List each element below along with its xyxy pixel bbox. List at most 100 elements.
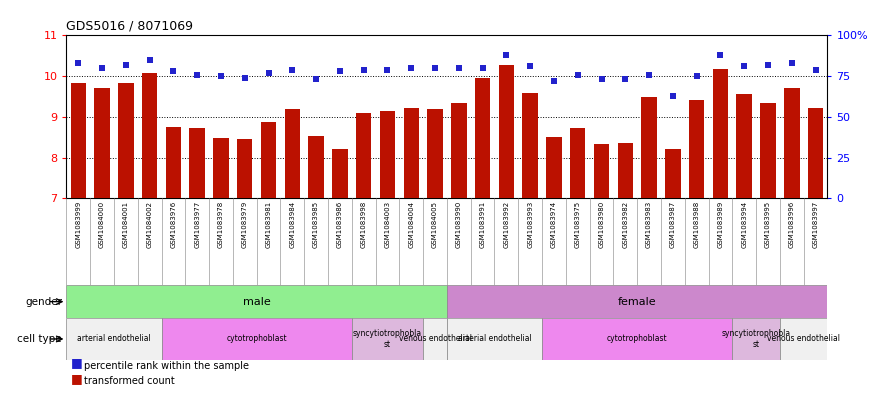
Bar — [308, 136, 324, 198]
Text: male: male — [242, 297, 271, 307]
Text: GSM1083992: GSM1083992 — [504, 201, 510, 248]
Bar — [213, 138, 228, 198]
Text: GSM1084005: GSM1084005 — [432, 201, 438, 248]
Text: GSM1084002: GSM1084002 — [147, 201, 152, 248]
Bar — [451, 103, 466, 198]
Text: GSM1083974: GSM1083974 — [551, 201, 557, 248]
Text: venous endothelial: venous endothelial — [398, 334, 472, 343]
Point — [809, 66, 823, 73]
Bar — [427, 109, 442, 198]
Text: GSM1083998: GSM1083998 — [361, 201, 366, 248]
Bar — [118, 83, 134, 198]
Point — [261, 70, 275, 76]
Point — [547, 78, 561, 84]
Bar — [546, 137, 562, 198]
Bar — [71, 83, 86, 198]
Bar — [666, 149, 681, 198]
Text: syncytiotrophobla
st: syncytiotrophobla st — [353, 329, 422, 349]
Text: GSM1083986: GSM1083986 — [337, 201, 342, 248]
Point — [523, 63, 537, 70]
Bar — [498, 65, 514, 198]
Bar — [95, 88, 110, 198]
Text: GSM1083996: GSM1083996 — [789, 201, 795, 248]
Point — [761, 62, 775, 68]
Text: GSM1083989: GSM1083989 — [718, 201, 723, 248]
Bar — [356, 113, 372, 198]
Bar — [165, 127, 181, 198]
Point — [428, 65, 442, 71]
Bar — [570, 129, 586, 198]
Text: venous endothelial: venous endothelial — [767, 334, 840, 343]
Text: GSM1083982: GSM1083982 — [622, 201, 628, 248]
Bar — [66, 285, 447, 318]
Text: arterial endothelial: arterial endothelial — [77, 334, 150, 343]
Point — [451, 65, 466, 71]
Bar — [736, 94, 752, 198]
Text: GSM1083984: GSM1083984 — [289, 201, 296, 248]
Text: GSM1083980: GSM1083980 — [598, 201, 604, 248]
Text: GSM1083987: GSM1083987 — [670, 201, 676, 248]
Text: GSM1083997: GSM1083997 — [812, 201, 819, 248]
Bar — [161, 318, 352, 360]
Text: percentile rank within the sample: percentile rank within the sample — [84, 361, 249, 371]
Text: GSM1083975: GSM1083975 — [574, 201, 581, 248]
Bar — [142, 73, 158, 198]
Bar — [66, 318, 161, 360]
Text: GSM1084004: GSM1084004 — [408, 201, 414, 248]
Text: GSM1083983: GSM1083983 — [646, 201, 652, 248]
Bar — [808, 108, 823, 198]
Text: ■: ■ — [71, 356, 82, 369]
Text: GSM1083977: GSM1083977 — [194, 201, 200, 248]
Bar — [784, 88, 799, 198]
Text: GSM1084001: GSM1084001 — [123, 201, 129, 248]
Bar — [475, 78, 490, 198]
Point — [475, 65, 489, 71]
Point — [119, 62, 133, 68]
Point — [642, 72, 656, 78]
Point — [142, 57, 157, 63]
Point — [595, 76, 609, 83]
Point — [71, 60, 85, 66]
Text: cytotrophoblast: cytotrophoblast — [607, 334, 667, 343]
Text: GSM1083994: GSM1083994 — [742, 201, 747, 248]
Bar — [352, 318, 423, 360]
Text: GSM1083993: GSM1083993 — [527, 201, 533, 248]
Text: GSM1083976: GSM1083976 — [171, 201, 176, 248]
Text: cytotrophoblast: cytotrophoblast — [227, 334, 287, 343]
Bar — [542, 318, 733, 360]
Text: GSM1083988: GSM1083988 — [694, 201, 700, 248]
Point — [285, 66, 299, 73]
Bar — [261, 122, 276, 198]
Text: female: female — [618, 297, 657, 307]
Bar — [447, 285, 827, 318]
Point — [666, 93, 680, 99]
Point — [333, 68, 347, 74]
Text: GSM1083981: GSM1083981 — [266, 201, 272, 248]
Text: GSM1083999: GSM1083999 — [75, 201, 81, 248]
Point — [571, 72, 585, 78]
Bar — [689, 100, 704, 198]
Text: transformed count: transformed count — [84, 376, 175, 386]
Point — [238, 75, 252, 81]
Point — [785, 60, 799, 66]
Bar — [712, 69, 728, 198]
Bar — [189, 129, 205, 198]
Text: gender: gender — [25, 297, 62, 307]
Bar — [447, 318, 542, 360]
Text: GDS5016 / 8071069: GDS5016 / 8071069 — [66, 20, 194, 33]
Bar — [594, 144, 609, 198]
Point — [357, 66, 371, 73]
Text: GSM1084000: GSM1084000 — [99, 201, 105, 248]
Point — [404, 65, 419, 71]
Bar — [285, 109, 300, 198]
Bar — [618, 143, 633, 198]
Bar — [522, 93, 538, 198]
Text: GSM1083991: GSM1083991 — [480, 201, 486, 248]
Point — [309, 76, 323, 83]
Text: ■: ■ — [71, 372, 82, 385]
Text: syncytiotrophobla
st: syncytiotrophobla st — [721, 329, 790, 349]
Text: GSM1083985: GSM1083985 — [313, 201, 319, 248]
Bar — [642, 97, 657, 198]
Bar — [780, 318, 827, 360]
Point — [214, 73, 228, 79]
